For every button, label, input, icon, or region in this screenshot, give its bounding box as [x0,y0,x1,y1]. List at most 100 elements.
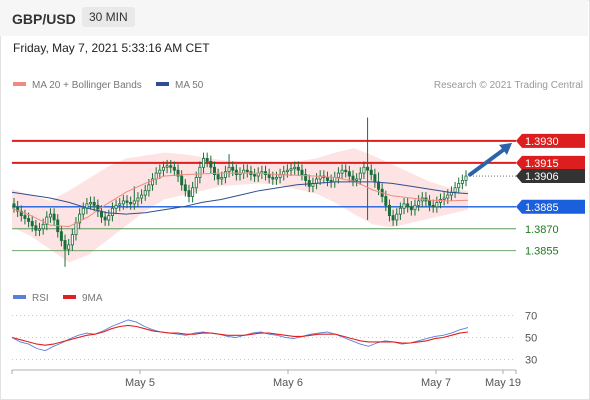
x-tick-May 6: May 6 [273,377,303,389]
level-tag-1.3885 [516,199,585,214]
candle [183,184,187,192]
candle [205,158,209,162]
level-label-1.3870: 1.3870 [525,224,559,236]
copyright: Research © 2021 Trading Central [433,80,583,91]
candle [45,216,49,225]
interval-badge[interactable]: 30 MIN [82,7,135,27]
legend-rsi-label: RSI [32,293,49,304]
candle [293,166,297,170]
candle [114,204,118,209]
legend-rsi-ma: 9MA [63,293,103,304]
candle [158,169,162,174]
candle [387,204,391,216]
candle [409,206,413,211]
candle [169,165,173,168]
candle [231,166,235,171]
candle [151,178,155,186]
ma50-line [11,181,469,215]
candle [23,215,27,219]
candle [347,171,351,177]
candle [431,204,435,208]
candle [234,169,238,175]
candle [296,166,300,171]
level-tag-1.3915 [516,155,585,170]
candle [384,196,388,206]
candle [103,216,107,221]
bollinger-band [12,148,468,263]
x-tick-May 5: May 5 [125,377,155,389]
candle [12,203,16,208]
candle [369,169,373,175]
rsi-tick-50: 50 [525,333,537,345]
rsi-ma-swatch [63,295,76,300]
candle [52,213,56,221]
candle [315,178,319,184]
candle [154,172,158,180]
candle [212,166,216,175]
candle [220,177,224,180]
candle [413,204,417,211]
candle [366,166,370,171]
candle [285,169,289,173]
candle [121,200,125,205]
candle [406,203,410,208]
candle [27,218,31,222]
candle [176,169,180,177]
candle [417,200,421,206]
candle [136,197,140,202]
legend-ma50: MA 50 [156,80,203,91]
candle [336,172,340,178]
candle [267,174,271,178]
candle [63,240,67,250]
candle [38,228,42,231]
candle [340,169,344,174]
legend-rsi-ma-label: 9MA [82,293,103,304]
candle [304,174,308,181]
candle [41,223,45,230]
candle [358,172,362,180]
candle [464,175,468,181]
candle [351,175,355,181]
candle [67,244,71,250]
candle [165,165,169,168]
candle [253,174,257,177]
level-label-1.3855: 1.3855 [525,246,559,258]
candle [147,184,151,192]
candle [223,171,227,178]
x-tick-May 7: May 7 [421,377,451,389]
candle [191,187,195,197]
candle [227,166,231,173]
candle [198,166,202,178]
chart-header: GBP/USD 30 MIN [0,0,588,36]
candle [110,207,114,216]
level-label-1.3915: 1.3915 [525,158,559,170]
candle [59,231,63,241]
level-tag-1.3930 [516,133,585,148]
candle [132,200,136,205]
timestamp: Friday, May 7, 2021 5:33:16 AM CET [13,41,210,55]
candle [460,180,464,184]
candle [435,202,439,208]
candle [19,210,23,216]
ma20-line [11,172,469,228]
rsi-tick-70: 70 [525,311,537,323]
candle [107,215,111,221]
candle [74,222,78,236]
candle [70,234,74,246]
legend-bollinger-label: MA 20 + Bollinger Bands [32,80,142,91]
level-tag-1.3906 [516,169,585,184]
candle [143,190,147,196]
candle [118,203,122,206]
bollinger-swatch [13,82,26,87]
candle [81,207,85,215]
candle [355,178,359,181]
candle [395,213,399,221]
candle [96,204,100,212]
candle [180,175,184,186]
candle [333,177,337,183]
rsi-tick-30: 30 [525,355,537,367]
candle [30,221,34,227]
candle [453,187,457,193]
x-tick-May 19: May 19 [485,377,521,389]
